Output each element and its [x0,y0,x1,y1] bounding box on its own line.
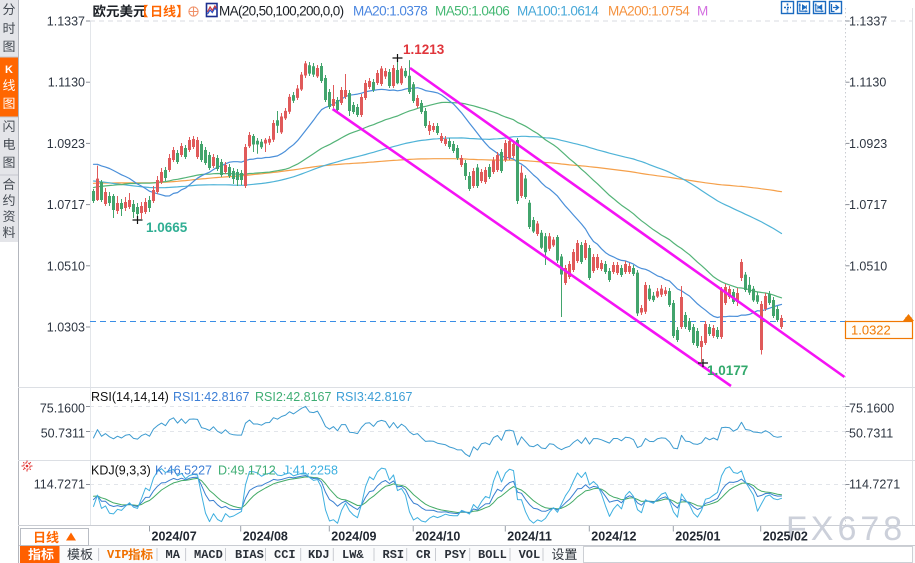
svg-text:D:49.1712: D:49.1712 [218,464,276,478]
svg-text:BIAS: BIAS [235,548,264,562]
svg-text:MA20:1.0378: MA20:1.0378 [353,4,427,19]
svg-text:MACD: MACD [194,548,223,562]
svg-text:LW&: LW& [342,548,364,562]
svg-text:RSI3:42.8167: RSI3:42.8167 [336,390,412,404]
svg-text:VOL: VOL [519,548,541,562]
svg-text:1.1130: 1.1130 [48,76,85,90]
svg-text:VIP: VIP [107,548,129,562]
svg-text:J:41.2258: J:41.2258 [283,464,338,478]
svg-text:1.0923: 1.0923 [849,137,887,151]
svg-text:K:46.5227: K:46.5227 [155,464,212,478]
svg-text:MA: MA [166,548,181,562]
svg-text:MA100:1.0614: MA100:1.0614 [517,4,599,19]
svg-text:1.0322: 1.0322 [851,323,891,338]
svg-text:50.7311: 50.7311 [849,427,893,441]
svg-text:BOLL: BOLL [478,548,507,562]
svg-text:CR: CR [416,548,431,562]
svg-text:2024/12: 2024/12 [591,530,636,544]
svg-text:1.1130: 1.1130 [849,76,886,90]
svg-text:1.0923: 1.0923 [47,137,85,151]
svg-text:K: K [5,64,13,76]
svg-text:MA(20,50,100,200,0,0): MA(20,50,100,200,0,0) [219,4,344,19]
svg-text:1.0510: 1.0510 [47,259,85,273]
svg-text:RSI1:42.8167: RSI1:42.8167 [173,390,249,404]
svg-text:MA200:1.0754: MA200:1.0754 [608,4,690,19]
svg-text:RSI2:42.8167: RSI2:42.8167 [255,390,331,404]
svg-text:RSI: RSI [383,548,405,562]
svg-text:75.1600: 75.1600 [40,402,85,416]
svg-text:2024/10: 2024/10 [415,530,460,544]
svg-text:1.0665: 1.0665 [146,220,188,235]
svg-text:75.1600: 75.1600 [849,402,894,416]
svg-text:1.0717: 1.0717 [47,198,85,212]
svg-text:CCI: CCI [274,548,296,562]
svg-text:M: M [697,4,708,19]
svg-text:1.0177: 1.0177 [707,363,748,378]
svg-text:RSI(14,14,14): RSI(14,14,14) [91,390,169,404]
svg-text:PSY: PSY [445,548,467,562]
svg-text:1.1337: 1.1337 [849,15,887,29]
svg-text:1.0303: 1.0303 [47,321,85,335]
svg-text:2024/07: 2024/07 [152,530,197,544]
svg-text:50.7311: 50.7311 [41,427,85,441]
svg-text:114.7271: 114.7271 [34,478,85,492]
svg-text:FX678: FX678 [786,510,906,548]
svg-text:1.1213: 1.1213 [403,42,445,57]
svg-text:2024/11: 2024/11 [507,530,552,544]
svg-text:2024/08: 2024/08 [243,530,288,544]
svg-text:1.0510: 1.0510 [849,259,887,273]
svg-text:2024/09: 2024/09 [331,530,376,544]
svg-text:MA50:1.0406: MA50:1.0406 [435,4,509,19]
svg-text:KDJ: KDJ [308,548,330,562]
svg-text:2025/02: 2025/02 [763,530,808,544]
svg-text:KDJ(9,3,3): KDJ(9,3,3) [91,464,151,478]
svg-text:1.1337: 1.1337 [47,15,85,29]
svg-text:114.7271: 114.7271 [849,478,900,492]
svg-text:2025/01: 2025/01 [675,530,720,544]
svg-text:1.0717: 1.0717 [849,198,887,212]
